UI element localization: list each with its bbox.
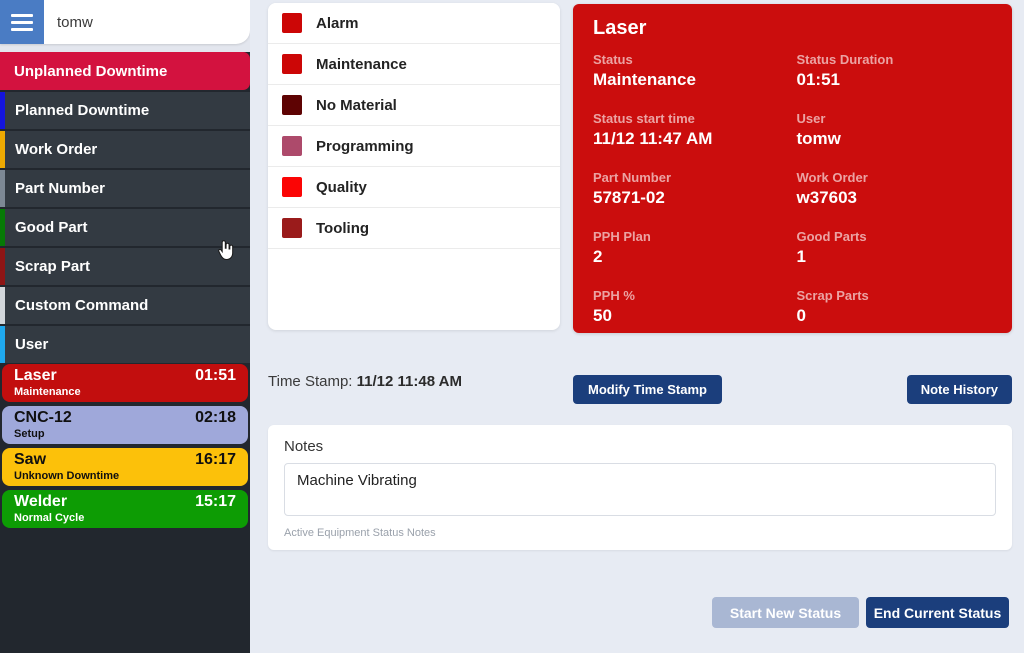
reason-label: No Material [316,96,397,114]
machine-name: CNC-12 [14,409,72,426]
machine-status: Unknown Downtime [14,470,120,482]
sidebar-item-planned-downtime[interactable]: Planned Downtime [0,92,250,129]
field-pph-plan: PPH Plan 2 [593,229,651,266]
end-current-status-button[interactable]: End Current Status [866,597,1009,628]
notes-card: Notes Machine Vibrating Active Equipment… [268,425,1012,550]
machine-status: Setup [14,428,45,440]
menu-item-label: Custom Command [15,297,149,314]
time-stamp-value: 11/12 11:48 AM [356,373,462,390]
menu-item-label: Scrap Part [15,258,91,275]
sidebar-item-scrap-part[interactable]: Scrap Part [0,248,250,285]
menu-stripe [0,92,5,129]
machine-card-welder[interactable]: Welder 15:17 Normal Cycle [2,490,248,528]
panel-fields: Status Maintenance Status Duration 01:51… [593,52,992,326]
sidebar-item-custom-command[interactable]: Custom Command [0,287,250,324]
field-scrap-parts: Scrap Parts 0 [796,288,869,325]
reason-item-no-material[interactable]: No Material [268,85,560,126]
machine-card-saw[interactable]: Saw 16:17 Unknown Downtime [2,448,248,486]
downtime-reason-list: Alarm Maintenance No Material Programmin… [268,3,560,330]
panel-title: Laser [593,17,647,39]
reason-item-maintenance[interactable]: Maintenance [268,44,560,85]
menu-stripe [0,170,5,207]
machine-name: Saw [14,451,47,468]
sidebar: Unplanned Downtime Planned Downtime Work… [0,0,281,653]
machine-card-laser[interactable]: Laser 01:51 Maintenance [2,364,248,402]
machine-card-cnc-12[interactable]: CNC-12 02:18 Setup [2,406,248,444]
sidebar-item-part-number[interactable]: Part Number [0,170,250,207]
field-work-order: Work Order w37603 [796,170,868,207]
reason-color-swatch [282,54,302,74]
sidebar-item-work-order[interactable]: Work Order [0,131,250,168]
notes-caption: Active Equipment Status Notes [284,527,436,539]
field-status-start-time: Status start time 11/12 11:47 AM [593,111,713,148]
sidebar-header [0,0,281,44]
menu-stripe [0,248,5,285]
menu-item-label: Part Number [15,180,106,197]
reason-color-swatch [282,136,302,156]
user-input[interactable] [44,13,256,31]
time-stamp: Time Stamp: 11/12 11:48 AM [268,373,462,390]
reason-color-swatch [282,13,302,33]
machine-timer: 16:17 [195,451,236,468]
field-status: Status Maintenance [593,52,696,89]
menu-item-label: Planned Downtime [15,102,150,119]
sidebar-item-good-part[interactable]: Good Part [0,209,250,246]
time-stamp-label: Time Stamp: [268,373,353,390]
sidebar-item-unplanned-downtime[interactable]: Unplanned Downtime [0,52,250,90]
reason-item-programming[interactable]: Programming [268,126,560,167]
reason-label: Programming [316,137,414,155]
sidebar-menu: Planned Downtime Work Order Part Number … [0,92,250,365]
note-history-button[interactable]: Note History [906,375,1012,404]
reason-label: Alarm [316,14,359,32]
machine-timer: 02:18 [195,409,236,426]
reason-label: Tooling [316,219,370,237]
notes-input[interactable]: Machine Vibrating [284,463,996,516]
menu-item-label: Good Part [15,219,88,236]
reason-item-tooling[interactable]: Tooling [268,208,560,249]
machine-timer: 01:51 [195,367,236,384]
field-pph-percent: PPH % 50 [593,288,635,325]
notes-label: Notes [284,438,324,455]
field-user: User tomw [796,111,841,148]
machine-timer: 15:17 [195,493,236,510]
machine-status: Maintenance [14,386,81,398]
reason-item-quality[interactable]: Quality [268,167,560,208]
modify-time-stamp-button[interactable]: Modify Time Stamp [573,375,722,404]
field-part-number: Part Number 57871-02 [593,170,672,207]
menu-stripe [0,131,5,168]
reason-color-swatch [282,218,302,238]
machine-list: Laser 01:51 Maintenance CNC-12 02:18 Set… [2,364,248,532]
reason-color-swatch [282,95,302,115]
active-item-label: Unplanned Downtime [14,62,168,80]
field-good-parts: Good Parts 1 [796,229,867,266]
machine-status: Normal Cycle [14,512,85,524]
sidebar-item-user[interactable]: User [0,326,250,363]
field-status-duration: Status Duration 01:51 [796,52,894,89]
menu-stripe [0,209,5,246]
menu-stripe [0,326,5,363]
reason-color-swatch [282,177,302,197]
reason-label: Maintenance [316,55,407,73]
reason-item-alarm[interactable]: Alarm [268,3,560,44]
main-content: Alarm Maintenance No Material Programmin… [250,0,1024,653]
machine-name: Laser [14,367,57,384]
sidebar-header-zone [0,0,281,52]
machine-name: Welder [14,493,68,510]
menu-item-label: Work Order [15,141,98,158]
hamburger-menu-icon[interactable] [0,0,44,44]
reason-label: Quality [316,178,367,196]
equipment-status-panel: Laser Status Maintenance Status Duration… [573,4,1012,333]
menu-item-label: User [15,336,49,353]
menu-stripe [0,287,5,324]
start-new-status-button[interactable]: Start New Status [712,597,859,628]
